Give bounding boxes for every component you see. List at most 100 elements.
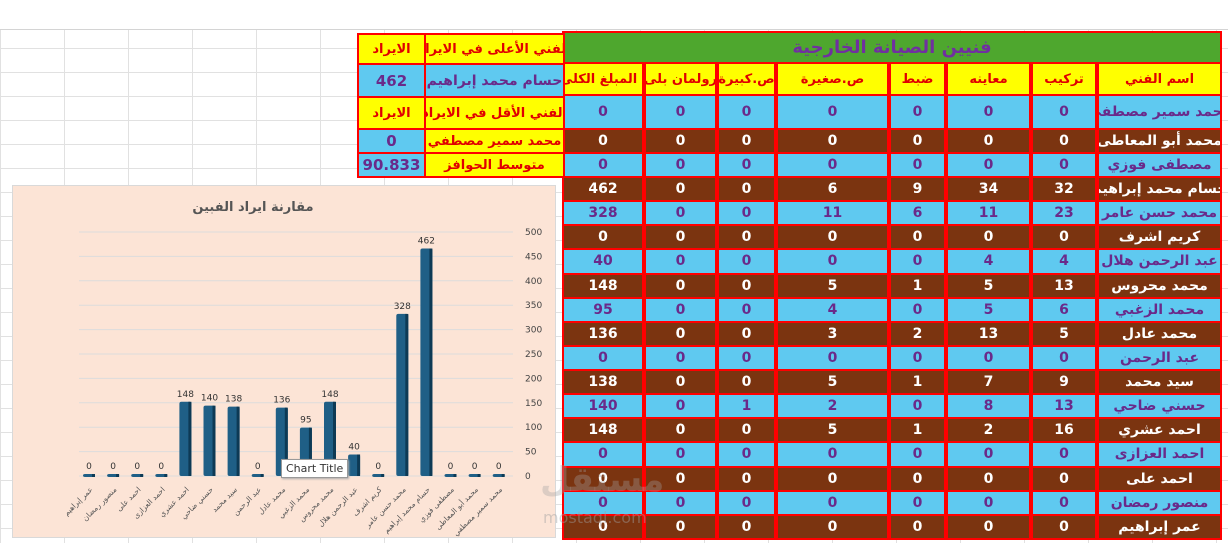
table-cell[interactable]: 0 <box>946 441 1031 468</box>
table-cell[interactable]: 5 <box>946 272 1031 299</box>
table-cell[interactable]: 0 <box>644 248 717 275</box>
table-cell[interactable]: 0 <box>644 393 717 420</box>
table-cell[interactable]: 0 <box>776 94 889 130</box>
table-cell[interactable]: 0 <box>644 296 717 323</box>
table-cell[interactable]: 0 <box>776 248 889 275</box>
column-header[interactable]: اسم الفني <box>1097 62 1222 96</box>
column-header[interactable]: معاينه <box>946 62 1031 96</box>
table-cell[interactable]: 2 <box>946 417 1031 444</box>
table-cell[interactable]: 0 <box>644 320 717 347</box>
table-cell[interactable]: 4 <box>776 296 889 323</box>
table-cell[interactable]: 0 <box>889 248 946 275</box>
column-header[interactable]: ا المبلغ الكلى <box>562 62 644 96</box>
technician-name[interactable]: احمد عشري <box>1097 417 1222 444</box>
technician-name[interactable]: محمد عادل <box>1097 320 1222 347</box>
lowest-value[interactable]: 0 <box>357 128 426 154</box>
table-cell[interactable]: 0 <box>776 224 889 251</box>
table-cell[interactable]: 0 <box>717 441 776 468</box>
table-cell[interactable]: 0 <box>562 513 644 540</box>
table-cell[interactable]: 0 <box>717 489 776 516</box>
table-cell[interactable]: 32 <box>1031 176 1097 203</box>
table-cell[interactable]: 13 <box>946 320 1031 347</box>
table-cell[interactable]: 0 <box>1031 489 1097 516</box>
table-cell[interactable]: 0 <box>1031 128 1097 154</box>
table-cell[interactable]: 0 <box>562 128 644 154</box>
table-cell[interactable]: 0 <box>1031 224 1097 251</box>
table-cell[interactable]: 0 <box>889 441 946 468</box>
technician-name[interactable]: عبد الرحمن <box>1097 344 1222 372</box>
table-cell[interactable]: 0 <box>946 489 1031 516</box>
column-header[interactable]: ص.صغيرة <box>776 62 889 96</box>
technician-name[interactable]: محمد حسن عامر <box>1097 200 1222 227</box>
lowest-revenue-label[interactable]: الايراد <box>357 96 426 130</box>
table-cell[interactable]: 6 <box>889 200 946 227</box>
table-cell[interactable]: 0 <box>889 489 946 516</box>
table-cell[interactable]: 462 <box>562 176 644 203</box>
technician-name[interactable]: حسام محمد إبراهيم <box>1097 176 1222 203</box>
table-cell[interactable]: 0 <box>717 94 776 130</box>
technician-name[interactable]: منصور رمضان <box>1097 489 1222 516</box>
column-header[interactable]: رولمان بلى <box>644 62 717 96</box>
table-cell[interactable]: 2 <box>776 393 889 420</box>
table-cell[interactable]: 0 <box>717 176 776 203</box>
table-cell[interactable]: 140 <box>562 393 644 420</box>
table-cell[interactable]: 136 <box>562 320 644 347</box>
highest-value[interactable]: 462 <box>357 63 426 98</box>
table-cell[interactable]: 0 <box>562 152 644 178</box>
table-title[interactable]: فنيين الصيانة الخارجية <box>562 31 1222 64</box>
table-cell[interactable]: 138 <box>562 369 644 396</box>
table-cell[interactable]: 0 <box>889 344 946 372</box>
table-cell[interactable]: 0 <box>562 465 644 492</box>
table-cell[interactable]: 328 <box>562 200 644 227</box>
table-cell[interactable]: 0 <box>889 393 946 420</box>
table-cell[interactable]: 6 <box>776 176 889 203</box>
table-cell[interactable]: 5 <box>776 417 889 444</box>
lowest-label[interactable]: الفني الأقل في الايراد <box>424 96 565 130</box>
table-cell[interactable]: 34 <box>946 176 1031 203</box>
table-cell[interactable]: 0 <box>946 344 1031 372</box>
table-cell[interactable]: 0 <box>946 152 1031 178</box>
table-cell[interactable]: 0 <box>776 344 889 372</box>
table-cell[interactable]: 0 <box>776 128 889 154</box>
table-cell[interactable]: 11 <box>946 200 1031 227</box>
column-header[interactable]: ضبط <box>889 62 946 96</box>
table-cell[interactable]: 0 <box>1031 513 1097 540</box>
table-cell[interactable]: 0 <box>776 441 889 468</box>
table-cell[interactable]: 0 <box>1031 344 1097 372</box>
table-cell[interactable]: 5 <box>776 272 889 299</box>
table-cell[interactable]: 1 <box>889 272 946 299</box>
table-cell[interactable]: 0 <box>644 152 717 178</box>
table-cell[interactable]: 0 <box>644 94 717 130</box>
table-cell[interactable]: 8 <box>946 393 1031 420</box>
lowest-name[interactable]: محمد سمير مصطفي <box>424 128 565 154</box>
table-cell[interactable]: 0 <box>776 465 889 492</box>
table-cell[interactable]: 0 <box>717 152 776 178</box>
table-cell[interactable]: 0 <box>717 224 776 251</box>
table-cell[interactable]: 9 <box>889 176 946 203</box>
revenue-chart[interactable]: مقارنة ايراد الفبين 0 50 100 150 200 250 300 35… <box>12 185 556 538</box>
table-cell[interactable]: 0 <box>1031 465 1097 492</box>
table-cell[interactable]: 0 <box>776 152 889 178</box>
table-cell[interactable]: 0 <box>644 224 717 251</box>
table-cell[interactable]: 0 <box>946 128 1031 154</box>
highest-label[interactable]: الفني الأعلى في الايراد <box>424 33 565 65</box>
technician-name[interactable]: احمد على <box>1097 465 1222 492</box>
technician-name[interactable]: حسني ضاحي <box>1097 393 1222 420</box>
table-cell[interactable]: 13 <box>1031 272 1097 299</box>
technician-name[interactable]: محمد أبو المعاطى <box>1097 128 1222 154</box>
table-cell[interactable]: 5 <box>1031 320 1097 347</box>
table-cell[interactable]: 0 <box>1031 94 1097 130</box>
table-cell[interactable]: 2 <box>889 320 946 347</box>
table-cell[interactable]: 0 <box>717 200 776 227</box>
table-cell[interactable]: 0 <box>644 200 717 227</box>
table-cell[interactable]: 1 <box>717 393 776 420</box>
table-cell[interactable]: 4 <box>946 248 1031 275</box>
technician-name[interactable]: سيد محمد <box>1097 369 1222 396</box>
table-cell[interactable]: 0 <box>717 272 776 299</box>
technician-name[interactable]: كريم اشرف <box>1097 224 1222 251</box>
table-cell[interactable]: 0 <box>717 513 776 540</box>
table-cell[interactable]: 0 <box>946 94 1031 130</box>
table-cell[interactable]: 0 <box>889 224 946 251</box>
table-cell[interactable]: 0 <box>562 94 644 130</box>
table-cell[interactable]: 13 <box>1031 393 1097 420</box>
